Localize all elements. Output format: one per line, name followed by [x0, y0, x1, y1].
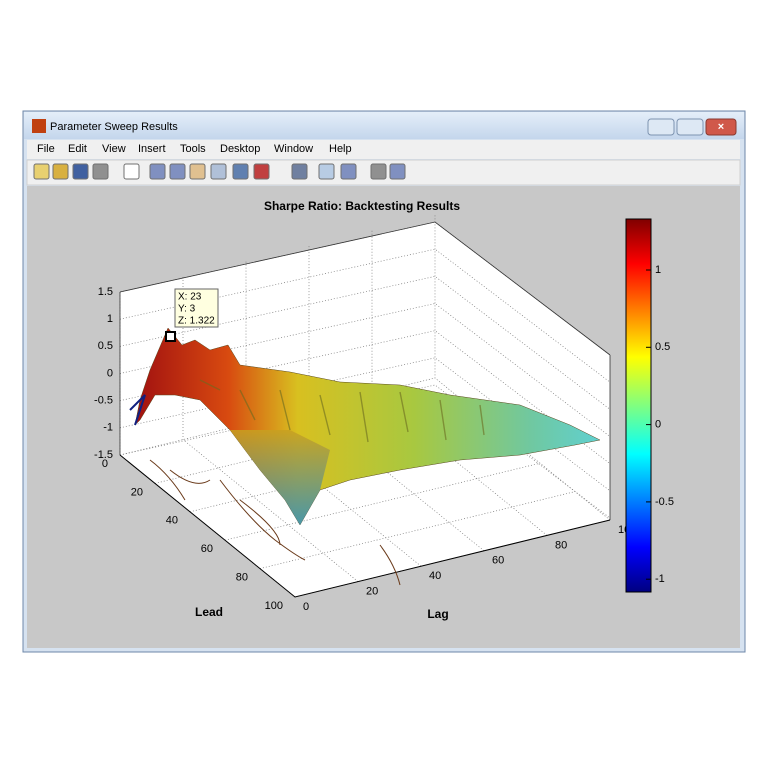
menu-item[interactable]: Help — [329, 143, 352, 155]
app-icon — [32, 119, 46, 133]
lag-axis-label: Lag — [427, 607, 448, 621]
toolbar-button[interactable] — [232, 163, 249, 180]
toolbar-button[interactable] — [210, 163, 227, 180]
menu-item[interactable]: Edit — [68, 143, 87, 155]
toolbar-button[interactable] — [92, 163, 109, 180]
maximize-button[interactable] — [676, 118, 704, 136]
colorbar-tick-label: -1 — [655, 573, 665, 585]
lead-tick-label: 60 — [201, 543, 213, 555]
plot-title: Sharpe Ratio: Backtesting Results — [264, 199, 460, 213]
axis-line — [119, 454, 611, 598]
z-tick-label: 0.5 — [98, 340, 113, 352]
toolbar-button[interactable] — [253, 163, 270, 180]
lag-tick-label: 100 — [618, 524, 636, 536]
menu-item[interactable]: File — [37, 143, 55, 155]
toolbar-button[interactable] — [72, 163, 89, 180]
title-bar — [24, 112, 744, 139]
menu-item[interactable]: Desktop — [220, 143, 260, 155]
menu-item[interactable]: View — [102, 143, 126, 155]
lead-tick-label: 100 — [265, 600, 283, 612]
surface-edge — [129, 394, 146, 426]
z-tick-label: 0 — [107, 367, 113, 379]
lag-tick-label: 60 — [492, 555, 504, 567]
lag-tick-label: 20 — [366, 586, 378, 598]
colorbar — [625, 218, 652, 593]
z-tick-label: 1 — [107, 313, 113, 325]
box-edge — [119, 221, 611, 520]
datatip[interactable] — [174, 288, 219, 328]
z-tick-label: -1.5 — [94, 449, 113, 461]
toolbar-button[interactable] — [189, 163, 206, 180]
lead-tick-label: 20 — [131, 486, 143, 498]
colorbar-tick-label: 0.5 — [655, 341, 670, 353]
colorbar-tick-label: 0 — [655, 419, 661, 431]
datatip-line: X: 23 — [178, 292, 202, 303]
menu-item[interactable]: Window — [274, 143, 313, 155]
colorbar-tick-label: 1 — [655, 264, 661, 276]
z-tick-label: -1 — [103, 422, 113, 434]
datatip-line: Y: 3 — [178, 304, 196, 315]
toolbar-button[interactable] — [52, 163, 69, 180]
ticks: 1.510.50-0.5-1-1.50204060801000204060801… — [94, 286, 636, 613]
contour — [149, 459, 401, 586]
toolbar-button[interactable] — [169, 163, 186, 180]
lag-tick-label: 80 — [555, 539, 567, 551]
menu: File Edit View Insert Tools Desktop Window Help — [37, 143, 352, 155]
grid-line — [224, 462, 541, 541]
menu-bar — [27, 140, 740, 159]
toolbar-buttons — [33, 163, 406, 180]
datatip-line: Z: 1.322 — [178, 316, 215, 327]
z-tick-label: -0.5 — [94, 395, 113, 407]
close-glyph: × — [718, 121, 724, 133]
lead-tick-label: 0 — [102, 458, 108, 470]
toolbar-button[interactable] — [33, 163, 50, 180]
toolbar-button[interactable] — [340, 163, 357, 180]
menu-item[interactable]: Tools — [180, 143, 206, 155]
datatip-marker — [165, 331, 176, 342]
lag-tick-label: 40 — [429, 570, 441, 582]
toolbar-button[interactable] — [291, 163, 308, 180]
lead-tick-label: 80 — [236, 572, 248, 584]
grid-line — [182, 276, 359, 582]
surface-ridge — [199, 379, 485, 443]
axes-3d — [119, 215, 611, 598]
surface-front — [230, 430, 330, 525]
toolbar-button[interactable] — [370, 163, 387, 180]
grid-line — [434, 215, 611, 521]
lead-tick-label: 40 — [166, 515, 178, 527]
menu-item[interactable]: Insert — [138, 143, 166, 155]
toolbar-button[interactable] — [123, 163, 140, 180]
minimize-button[interactable] — [647, 118, 675, 136]
z-tick-label: 1.5 — [98, 286, 113, 298]
lead-axis-label: Lead — [195, 605, 223, 619]
lag-tick-label: 0 — [303, 601, 309, 613]
toolbar-button[interactable] — [389, 163, 406, 180]
grid-line — [259, 491, 576, 569]
window-title: Parameter Sweep Results — [50, 121, 178, 133]
colorbar-tick-label: -0.5 — [655, 496, 674, 508]
toolbar-button[interactable] — [318, 163, 335, 180]
close-button[interactable] — [705, 118, 737, 136]
toolbar-button[interactable] — [149, 163, 166, 180]
